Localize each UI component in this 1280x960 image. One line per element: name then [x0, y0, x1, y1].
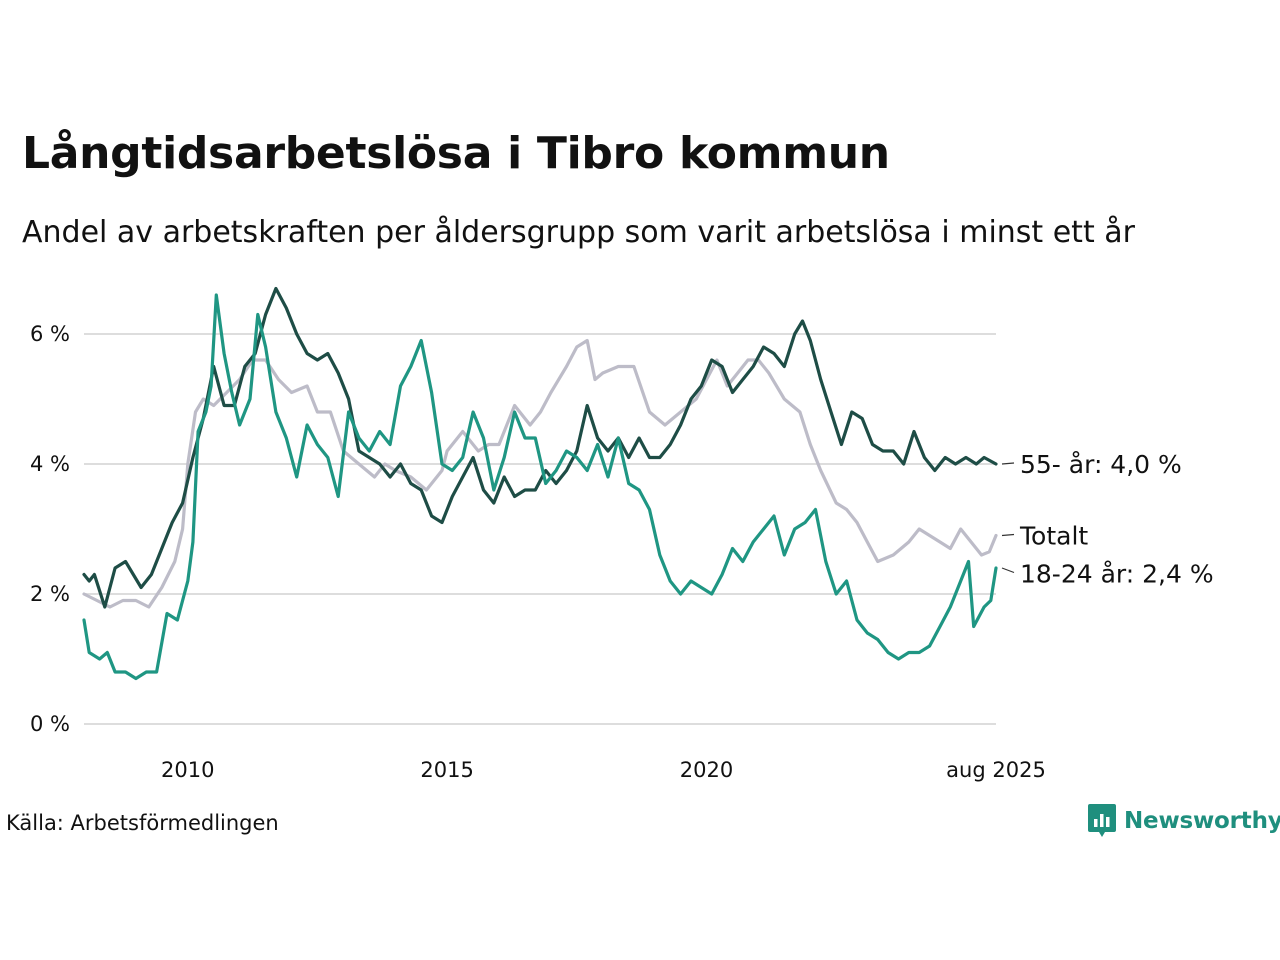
newsworthy-logo[interactable]: Newsworthy: [1088, 804, 1280, 838]
x-tick-label: 2015: [420, 758, 473, 782]
logo-bar-1: [1094, 819, 1098, 827]
y-axis: 0 % 2 % 4 % 6 %: [30, 322, 70, 736]
y-tick-label: 6 %: [30, 322, 70, 346]
series-end-label: Totalt: [1019, 522, 1088, 551]
chart-title: Långtidsarbetslösa i Tibro kommun: [22, 128, 890, 179]
chart-subtitle: Andel av arbetskraften per åldersgrupp s…: [22, 215, 1135, 250]
series-line-0: [82, 338, 998, 609]
series-lines: [82, 286, 998, 681]
series-line-1: [82, 286, 998, 609]
y-tick-label: 4 %: [30, 452, 70, 476]
series-line-2: [82, 293, 998, 681]
source-note: Källa: Arbetsförmedlingen: [6, 811, 279, 835]
end-label-leader: [1001, 462, 1015, 465]
x-tick-label: 2010: [161, 758, 214, 782]
x-axis: 2010 2015 2020 aug 2025: [161, 758, 1046, 782]
end-label-leader: [1001, 567, 1015, 574]
series-end-label: 18-24 år: 2,4 %: [1020, 560, 1214, 589]
y-tick-label: 0 %: [30, 712, 70, 736]
y-tick-label: 2 %: [30, 582, 70, 606]
logo-bar-3: [1106, 817, 1110, 827]
brand-name: Newsworthy: [1124, 808, 1280, 834]
x-tick-label: aug 2025: [946, 758, 1046, 782]
end-label-leader: [1001, 533, 1015, 537]
series-end-labels: Totalt 55- år: 4,0 % 18-24 år: 2,4 %: [1001, 450, 1214, 589]
x-tick-label: 2020: [680, 758, 733, 782]
series-end-label: 55- år: 4,0 %: [1020, 450, 1182, 479]
newsworthy-logo-icon: [1088, 804, 1116, 837]
logo-bar-2: [1100, 814, 1104, 827]
